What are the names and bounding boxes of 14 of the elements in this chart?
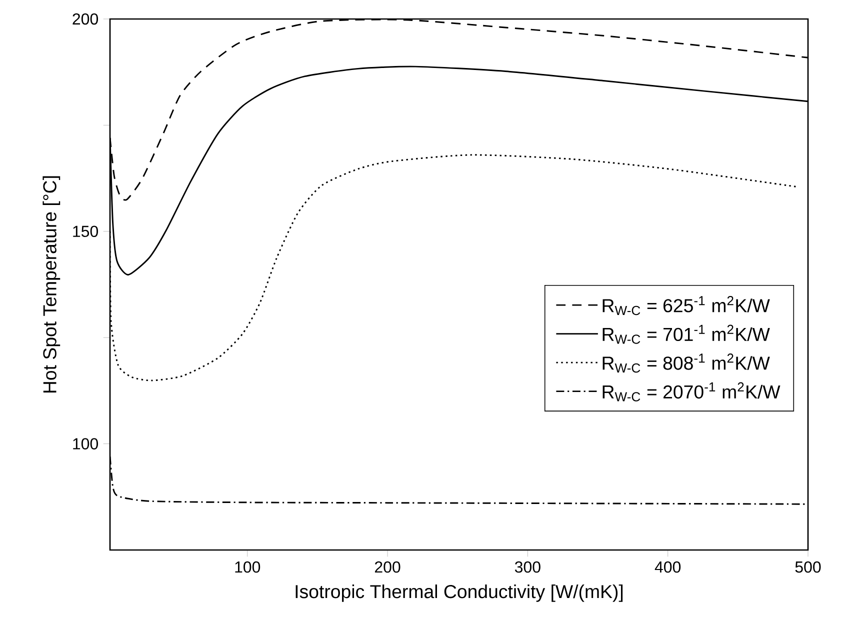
y-axis-title: Hot Spot Temperature [°C] <box>42 176 60 393</box>
x-tick-label: 200 <box>374 561 400 573</box>
legend-label: R$_{W-C}$ = 625$^{-1}$ m$^{2}$K/W <box>602 296 770 316</box>
y-tick-label: 150 <box>73 226 98 238</box>
legend-label: R$_{W-C}$ = 2070$^{-1}$ m$^{2}$K/W <box>602 382 780 402</box>
legend-label: R$_{W-C}$ = 701$^{-1}$ m$^{2}$K/W <box>602 324 770 344</box>
y-tick-label: 200 <box>72 13 98 25</box>
x-tick-label: 100 <box>235 561 260 573</box>
x-tick-label: 300 <box>514 561 540 573</box>
x-tick-label: 500 <box>795 561 821 573</box>
x-axis-title: Isotropic Thermal Conductivity [W/(mK)] <box>296 584 623 602</box>
y-tick-label: 100 <box>73 438 98 450</box>
x-tick-label: 400 <box>654 561 681 573</box>
legend-label: R$_{W-C}$ = 808$^{-1}$ m$^{2}$K/W <box>602 354 770 373</box>
